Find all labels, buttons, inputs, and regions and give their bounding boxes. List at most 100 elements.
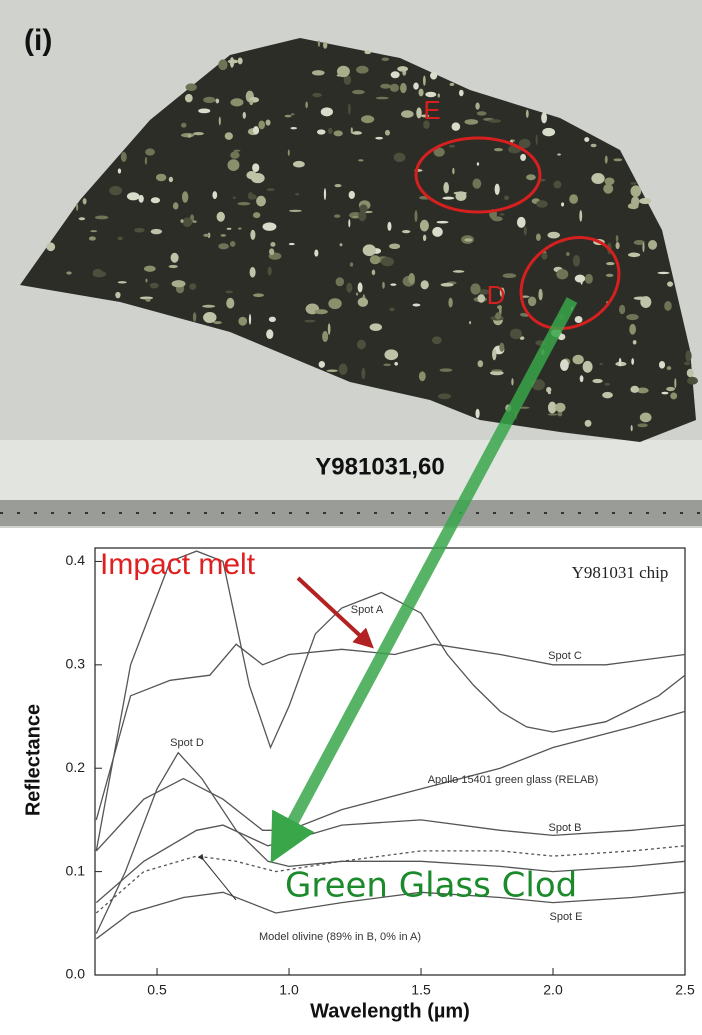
speckle (333, 214, 341, 218)
speckle (408, 273, 415, 285)
speckle (633, 240, 645, 245)
ellipse-e-label: E (423, 95, 440, 125)
speckle (389, 307, 395, 312)
speckle (249, 99, 254, 106)
speckle (203, 312, 217, 324)
sample-label: Y981031,60 (315, 453, 444, 480)
speckle (327, 127, 333, 135)
speckle (202, 304, 216, 308)
speckle (448, 144, 456, 148)
speckle (338, 363, 348, 375)
speckle (230, 98, 244, 107)
speckle (350, 127, 353, 134)
speckle (437, 93, 440, 98)
speckle (631, 196, 640, 208)
series-line (95, 819, 686, 904)
ellipse-d-label: D (487, 280, 506, 310)
speckle (613, 158, 623, 162)
series-label: Spot E (549, 911, 582, 923)
speckle (490, 370, 504, 376)
speckle (674, 378, 677, 389)
speckle (661, 391, 669, 395)
series-line (95, 643, 686, 821)
speckle (425, 91, 437, 98)
ellipse-d (519, 235, 621, 331)
speckle (430, 71, 438, 80)
speckle (499, 287, 505, 298)
speckle (226, 227, 232, 230)
speckle (284, 114, 292, 118)
speckle (322, 330, 329, 343)
panel-label: (i) (24, 24, 52, 57)
series-line (95, 845, 686, 914)
speckle (375, 96, 389, 100)
speckle (138, 194, 144, 203)
speckle (519, 406, 530, 409)
speckle (238, 227, 242, 230)
speckle (371, 269, 376, 276)
speckle (509, 328, 523, 340)
speckle (218, 243, 229, 250)
speckle (212, 191, 218, 200)
x-axis-label: Wavelength (µm) (310, 1000, 470, 1022)
speckle (356, 65, 369, 74)
speckle (686, 376, 698, 385)
speckle (468, 320, 472, 325)
speckle (258, 120, 266, 130)
speckle (476, 162, 480, 166)
speckle (227, 59, 239, 64)
speckle (418, 88, 424, 97)
speckle (361, 115, 375, 124)
speckle (213, 321, 222, 325)
series-label: Spot D (170, 737, 204, 749)
x-tick-label: 2.5 (675, 982, 695, 998)
speckle (664, 301, 672, 311)
speckle (252, 126, 260, 135)
speckle (242, 111, 246, 119)
speckle (452, 270, 465, 273)
speckle (150, 228, 163, 235)
speckle (572, 254, 581, 267)
series-label: Spot A (351, 604, 384, 616)
y-tick-label: 0.1 (66, 862, 86, 878)
speckle (418, 371, 426, 382)
speckle (343, 75, 352, 85)
speckle (184, 93, 193, 103)
speckle (557, 153, 561, 156)
speckle (352, 89, 365, 95)
speckle (453, 191, 467, 195)
speckle (220, 234, 227, 237)
x-tick-label: 1.0 (279, 982, 299, 998)
speckle (636, 387, 649, 394)
speckle (569, 194, 579, 204)
chart-note: Y981031 chip (572, 563, 669, 582)
impact-melt-label: Impact melt (100, 548, 256, 581)
olivine-pointer (197, 853, 237, 901)
y-tick-label: 0.2 (66, 759, 86, 775)
speckle (290, 127, 298, 130)
speckle (389, 83, 400, 92)
speckle (629, 323, 637, 335)
speckle (383, 363, 391, 367)
speckle (346, 282, 353, 293)
speckle (320, 107, 333, 117)
speckle (348, 219, 351, 228)
speckle (437, 393, 452, 400)
speckle (579, 375, 584, 383)
speckle (232, 196, 237, 199)
speckle (547, 391, 551, 395)
speckle (187, 134, 192, 138)
speckle (66, 271, 72, 275)
speckle (333, 130, 343, 137)
series-label: Spot B (548, 822, 581, 834)
speckle (536, 200, 548, 208)
speckle (348, 190, 355, 199)
speckle (670, 392, 678, 400)
speckle (535, 233, 541, 241)
speckle (390, 71, 400, 79)
speckle (451, 122, 461, 131)
speckle (364, 50, 372, 55)
speckle (226, 297, 235, 309)
speckle (150, 197, 161, 204)
speckle (630, 185, 642, 198)
